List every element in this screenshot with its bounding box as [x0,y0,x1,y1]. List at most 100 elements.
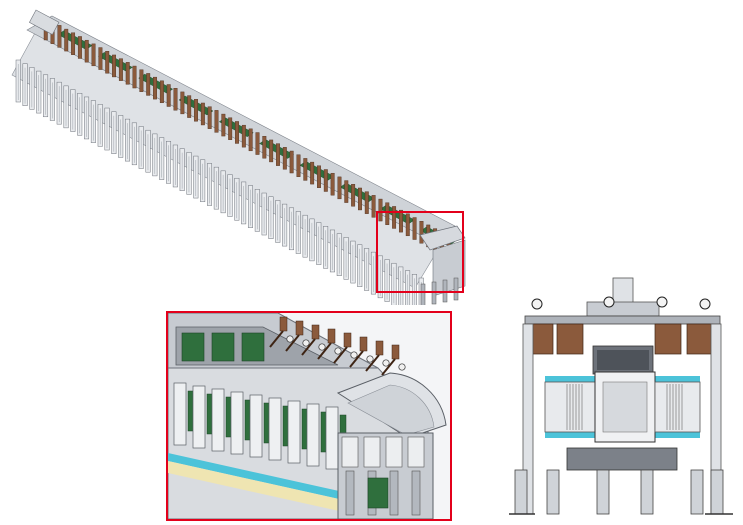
copper-tab [221,113,226,137]
copper-tab [296,154,301,177]
copper-tab [194,99,198,122]
bolt [302,339,310,347]
support-leg [546,469,560,515]
copper-tab [153,76,157,100]
module-slot [249,394,263,458]
start-cap [29,9,60,35]
copper-tab [323,169,328,192]
copper-lead [365,354,380,372]
highlight-box [376,211,464,293]
bolt [334,347,342,355]
copper-tab [327,328,336,344]
copper-tab [248,128,253,152]
cream-strip [168,461,348,513]
module-slot [230,391,244,455]
support-leg [710,469,724,515]
copper-tab [64,28,69,52]
bolt [656,296,668,308]
end-board [367,477,389,509]
copper-tab [364,191,369,214]
end-view-drawing [509,277,733,515]
copper-tab [112,54,117,78]
copper-tab [146,73,151,96]
module-slot [192,385,206,449]
copper-tab [84,39,89,63]
copper-tab [405,213,410,237]
end-plate-inner [347,384,435,436]
top-clamp [586,301,660,317]
zoom-detail-drawing [168,313,447,519]
copper-tab [303,158,308,181]
support-leg [431,281,437,305]
copper-tab [235,121,239,144]
copper-tab [228,117,233,140]
copper-tab [180,91,185,115]
copper-tab [132,65,137,89]
copper-tab [262,136,267,159]
copper-tab [118,58,123,81]
copper-tab [398,209,403,233]
bolt [699,298,711,310]
copper-tab [91,43,96,67]
copper-tab [359,336,368,352]
support-leg [514,469,528,515]
module-slot [211,388,225,452]
copper-tab [57,25,62,48]
copper-lead [285,334,300,352]
copper-tab [385,202,390,225]
copper-tab [159,80,164,104]
copper-tab [282,147,287,170]
upper-dark-inset [597,350,649,370]
copper-tab [391,344,400,360]
copper-tab [255,132,260,155]
module-slot [268,397,282,461]
end-leg [389,470,399,516]
bolt [286,335,294,343]
copper-tab [166,84,171,107]
copper-tab [71,32,76,55]
end-bracket [407,436,425,468]
top-column [612,277,634,305]
copper-tab [187,95,192,118]
copper-tab [375,340,384,356]
module-slot [173,382,187,446]
copper-tab [337,176,342,200]
support-leg [690,469,704,515]
copper-tab [77,36,82,59]
module-slot [306,403,320,467]
copper-tab [310,161,315,185]
top-circuit-board [181,332,205,362]
end-leg [345,470,355,516]
copper-lead [269,330,284,348]
copper-block [654,323,682,355]
module-slot [325,406,339,470]
copper-tab [392,206,397,229]
end-cap [419,225,466,251]
right-core [654,381,701,433]
copper-tab [358,187,362,211]
copper-tab [419,221,424,244]
support-leg [420,283,426,305]
copper-tab [279,316,288,332]
copper-tab [98,47,103,70]
copper-block [686,323,714,355]
copper-tab [200,102,205,126]
copper-lead [333,346,348,364]
copper-tab [241,124,246,148]
copper-tab [295,320,304,336]
bolt [531,298,543,310]
copper-tab [139,69,144,92]
end-leg [411,470,421,516]
copper-tab [343,332,352,348]
top-plate [524,315,721,325]
copper-lead [317,342,332,360]
center-core-inner [602,381,648,433]
end-bracket [363,436,381,468]
copper-tab [173,88,178,111]
bolt [398,363,406,371]
bolt [350,351,358,359]
copper-tab [371,195,376,218]
bolt [603,296,615,308]
copper-tab [269,139,274,163]
copper-tab [330,172,335,196]
